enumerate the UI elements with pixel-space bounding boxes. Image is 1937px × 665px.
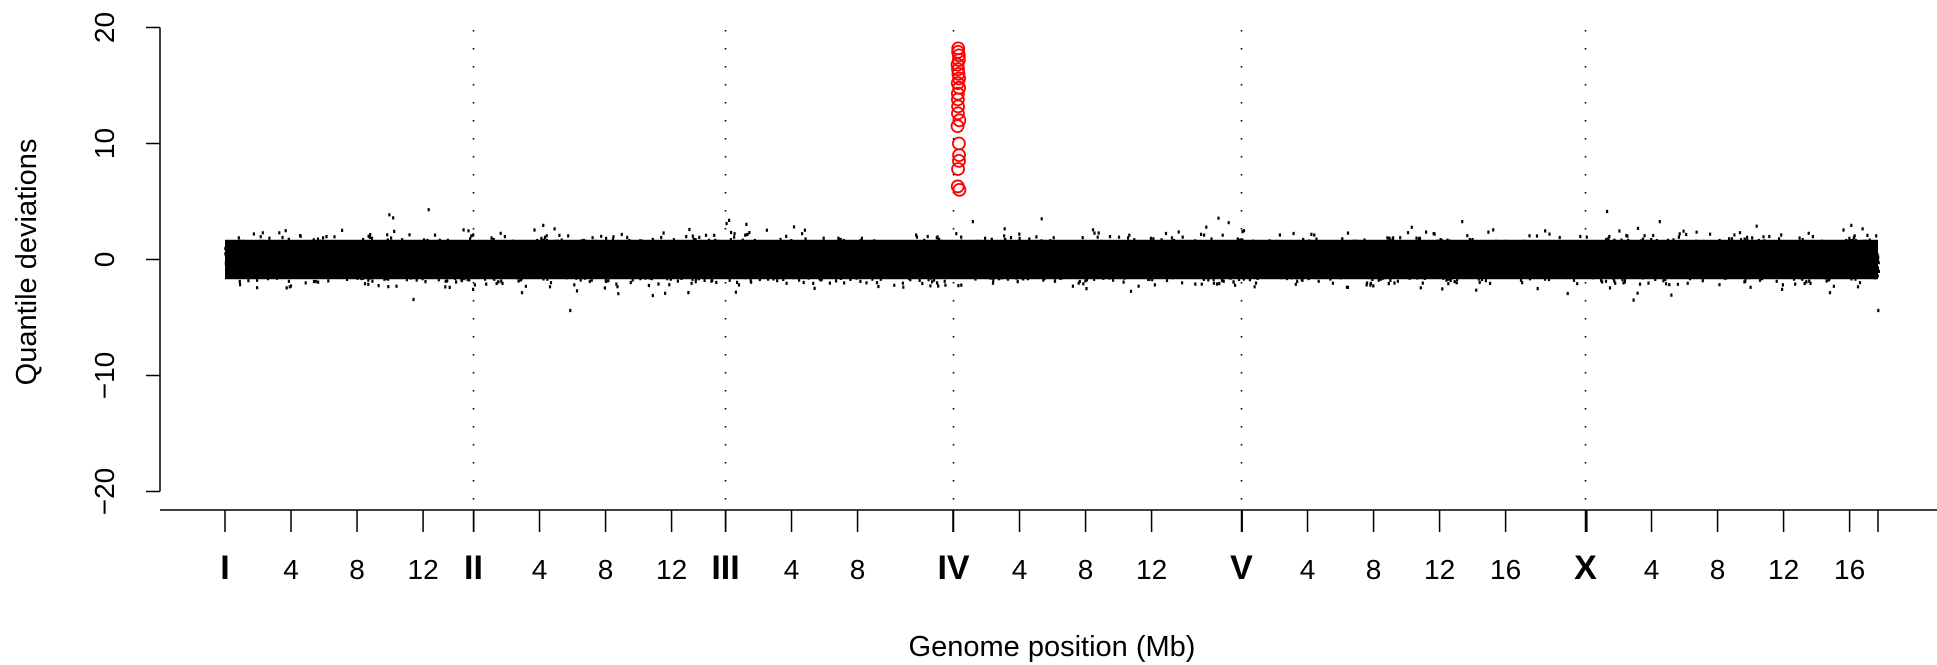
x-tick-label: 12 [1424, 554, 1455, 585]
highlight-point [951, 162, 965, 176]
chromosome-label: III [711, 549, 739, 587]
highlight-point [952, 113, 967, 128]
y-tick-label: 20 [89, 12, 120, 43]
x-tick-label: 8 [1078, 554, 1094, 585]
x-tick-label: 4 [532, 554, 548, 585]
y-axis-label: Quantile deviations [11, 139, 43, 386]
x-tick-label: 4 [1644, 554, 1660, 585]
highlight-point [952, 136, 966, 151]
highlight-point [951, 106, 965, 121]
x-tick-label: 4 [283, 554, 299, 585]
chromosome-label: X [1574, 549, 1597, 587]
y-tick-label: −10 [89, 352, 120, 400]
y-tick-label: 0 [89, 252, 120, 268]
x-tick-label: 16 [1834, 554, 1865, 585]
y-axis: −20 −10 0 10 20 [89, 12, 161, 516]
x-tick-label: 16 [1490, 554, 1521, 585]
background-point-core [225, 239, 1878, 280]
chromosome-label: V [1230, 549, 1253, 587]
x-tick-label: 8 [1710, 554, 1726, 585]
background-points [224, 208, 1880, 313]
highlight-point [951, 67, 966, 81]
highlight-point [952, 153, 966, 168]
x-tick-label: 8 [598, 554, 614, 585]
x-tick-label: 8 [850, 554, 866, 585]
x-tick-label: 4 [784, 554, 800, 585]
x-tick-label: 4 [1300, 554, 1316, 585]
highlight-point [951, 62, 965, 77]
highlight-point [950, 179, 965, 194]
x-tick-label: 8 [349, 554, 365, 585]
x-tick-label: 12 [656, 554, 687, 585]
chromosome-label: IV [937, 549, 969, 587]
x-tick-label: 12 [408, 554, 439, 585]
highlight-point [950, 86, 965, 101]
chromosome-label: II [464, 549, 483, 587]
highlight-point [952, 71, 966, 86]
chromosome-label: I [220, 549, 229, 587]
x-tick-label: 12 [1136, 554, 1167, 585]
y-tick-label: −20 [89, 468, 120, 516]
x-axis: I 4 8 12 II 4 8 12 III 4 8 IV 4 8 12 V 4 8 12 16 X 4 8 12 16 [160, 509, 1937, 587]
x-tick-label: 12 [1768, 554, 1799, 585]
highlight-point [951, 41, 966, 56]
x-tick-label: 4 [1012, 554, 1028, 585]
y-tick-label: 10 [89, 128, 120, 159]
x-tick-label: 8 [1366, 554, 1382, 585]
highlight-points [950, 41, 967, 197]
x-axis-label: Genome position (Mb) [909, 631, 1196, 663]
